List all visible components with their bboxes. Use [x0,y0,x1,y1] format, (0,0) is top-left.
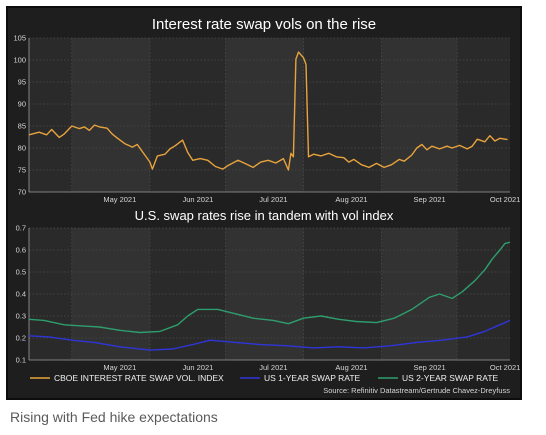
month-band [225,38,304,192]
x-tick-label: Sep 2021 [414,363,446,372]
top-chart-title: Interest rate swap vols on the rise [152,16,376,33]
legend: CBOE INTEREST RATE SWAP VOL. INDEX US 1-Y… [30,373,499,383]
y-tick-label: 0.1 [16,356,26,365]
x-tick-label: Oct 2021 [490,363,520,372]
series-line-cboe-interest-rate-swap-vol-index [28,51,508,171]
x-tick-label: Aug 2021 [335,195,367,204]
y-tick-label: 105 [13,34,26,43]
y-tick-label: 0.2 [16,334,26,343]
y-tick-label: 75 [18,166,26,175]
month-band [71,38,150,192]
y-tick-label: 0.4 [16,290,26,299]
month-band [381,38,458,192]
y-tick-label: 80 [18,144,26,153]
source-note: Source: Refinitiv Datastream/Gertrude Ch… [323,386,510,395]
y-tick-label: 95 [18,78,26,87]
figure-caption: Rising with Fed hike expectations [10,409,218,425]
bottom-chart-title: U.S. swap rates rise in tandem with vol … [135,208,394,223]
chart-canvas: 70 75 80 85 90 95 100 105 May 2021 Jun 2021 Jul 20… [13,16,521,395]
y-tick-label: 70 [18,188,26,197]
series-line-us-2-year-swap-rate [28,241,511,334]
chart-figure: 70 75 80 85 90 95 100 105 May 2021 Jun 2021 Jul 20… [6,6,522,400]
top-chart: 70 75 80 85 90 95 100 105 May 2021 Jun 2021 Jul 20… [13,34,520,205]
y-tick-label: 0.3 [16,312,26,321]
x-tick-label: Jun 2021 [182,363,213,372]
legend-entry: CBOE INTEREST RATE SWAP VOL. INDEX [54,373,224,383]
x-tick-label: Oct 2021 [490,195,520,204]
y-tick-label: 90 [18,100,26,109]
x-tick-label: May 2021 [103,195,136,204]
x-tick-label: Sep 2021 [414,195,446,204]
y-tick-label: 85 [18,122,26,131]
bottom-chart: 0.1 0.2 0.3 0.4 0.5 0.6 0.7 May 2021 Jun 2021 Jul… [16,224,521,373]
y-tick-label: 100 [13,56,26,65]
legend-entry: US 1-YEAR SWAP RATE [264,373,361,383]
x-tick-label: Jul 2021 [259,195,287,204]
y-tick-label: 0.6 [16,246,26,255]
y-tick-label: 0.5 [16,268,26,277]
x-tick-label: Jun 2021 [182,195,213,204]
x-tick-label: May 2021 [103,363,136,372]
series-line-us-1-year-swap-rate [28,319,511,351]
y-tick-label: 0.7 [16,224,26,233]
x-tick-label: Jul 2021 [259,363,287,372]
legend-entry: US 2-YEAR SWAP RATE [402,373,499,383]
x-tick-label: Aug 2021 [335,363,367,372]
